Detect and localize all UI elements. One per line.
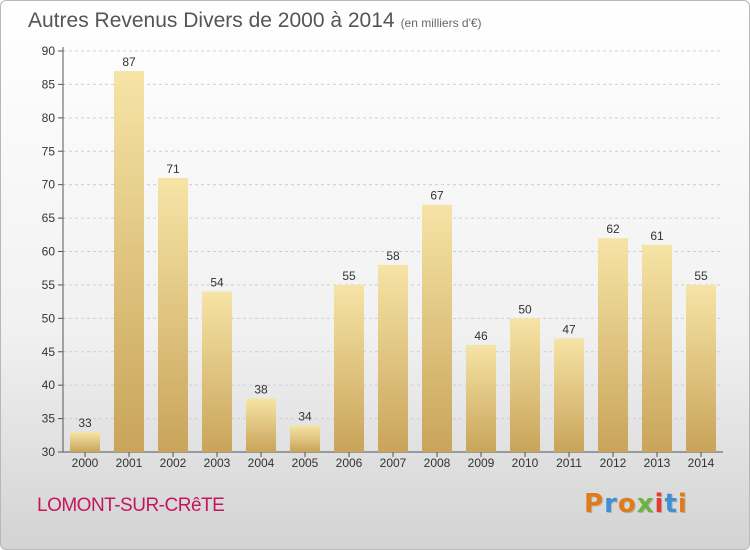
data-label-2003: 54 bbox=[210, 276, 224, 290]
bars bbox=[70, 71, 716, 453]
y-tick-label: 65 bbox=[42, 211, 56, 225]
data-label-2013: 61 bbox=[650, 229, 664, 243]
x-tick-label-2011: 2011 bbox=[556, 456, 582, 470]
logo-letter: t bbox=[664, 489, 678, 519]
y-tick-label: 60 bbox=[42, 245, 56, 259]
x-tick-label-2006: 2006 bbox=[336, 456, 363, 470]
x-tick-label-2014: 2014 bbox=[688, 456, 715, 470]
proxiti-logo: Proxiti bbox=[584, 489, 688, 519]
data-label-2011: 47 bbox=[562, 322, 576, 336]
x-tick-label-2010: 2010 bbox=[512, 456, 539, 470]
bar-2006 bbox=[334, 284, 364, 452]
y-tick-label: 90 bbox=[42, 44, 56, 58]
x-tick-label-2012: 2012 bbox=[600, 456, 627, 470]
bar-2011 bbox=[554, 338, 584, 452]
chart-title: Autres Revenus Divers de 2000 à 2014 (en … bbox=[28, 9, 482, 33]
bar-2001 bbox=[114, 71, 144, 453]
x-tick-label-2001: 2001 bbox=[116, 456, 143, 470]
logo-letter: i bbox=[654, 489, 665, 519]
x-tick-label-2003: 2003 bbox=[204, 456, 231, 470]
bar-2012 bbox=[598, 238, 628, 452]
bar-2003 bbox=[202, 291, 232, 452]
x-tick-label-2008: 2008 bbox=[424, 456, 451, 470]
data-label-2008: 67 bbox=[430, 189, 444, 203]
data-label-2000: 33 bbox=[78, 416, 92, 430]
location-name: LOMONT-SUR-CRêTE bbox=[37, 495, 225, 516]
y-tick-label: 75 bbox=[42, 144, 56, 158]
y-tick-label: 50 bbox=[42, 311, 56, 325]
data-label-2001: 87 bbox=[122, 55, 136, 69]
chart-subtitle: (en milliers d'€) bbox=[400, 16, 482, 30]
logo-letter: x bbox=[636, 489, 655, 519]
logo-letter: o bbox=[617, 489, 637, 519]
y-tick-label: 80 bbox=[42, 111, 56, 125]
data-label-2014: 55 bbox=[694, 269, 708, 283]
x-tick-label-2000: 2000 bbox=[72, 456, 99, 470]
data-label-2006: 55 bbox=[342, 269, 356, 283]
data-label-2004: 38 bbox=[254, 383, 268, 397]
y-tick-label: 35 bbox=[42, 412, 56, 426]
y-tick-label: 70 bbox=[42, 178, 56, 192]
bar-2004 bbox=[246, 398, 276, 452]
data-label-2005: 34 bbox=[298, 409, 312, 423]
x-tick-label-2004: 2004 bbox=[248, 456, 275, 470]
x-tick-label-2009: 2009 bbox=[468, 456, 495, 470]
y-tick-label: 55 bbox=[42, 278, 56, 292]
bar-2005 bbox=[290, 425, 320, 452]
x-tick-label-2002: 2002 bbox=[160, 456, 187, 470]
bar-2002 bbox=[158, 177, 188, 452]
logo-letter: r bbox=[604, 489, 618, 519]
logo-letter: i bbox=[677, 489, 688, 519]
axes: 30 35 40 45 50 55 60 65 70 75 80 85 90 2000 2001 2002 20… bbox=[42, 44, 723, 470]
y-tick-label: 85 bbox=[42, 77, 56, 91]
bar-2008 bbox=[422, 204, 452, 452]
data-label-2009: 46 bbox=[474, 329, 488, 343]
y-tick-label: 30 bbox=[42, 445, 56, 459]
y-tick-label: 40 bbox=[42, 378, 56, 392]
x-tick-label-2013: 2013 bbox=[644, 456, 671, 470]
bar-2013 bbox=[642, 244, 672, 452]
y-tick-label: 45 bbox=[42, 345, 56, 359]
bar-2000 bbox=[70, 431, 100, 452]
data-label-2002: 71 bbox=[166, 162, 180, 176]
bar-2007 bbox=[378, 264, 408, 452]
bar-2009 bbox=[466, 345, 496, 452]
bar-2010 bbox=[510, 318, 540, 452]
chart-title-text: Autres Revenus Divers de 2000 à 2014 bbox=[28, 9, 395, 32]
logo-letter: P bbox=[584, 489, 605, 519]
data-labels: 33 87 71 54 38 34 55 58 67 46 50 47 62 61 55 bbox=[78, 55, 708, 430]
bar-2014 bbox=[686, 284, 716, 452]
x-tick-label-2007: 2007 bbox=[380, 456, 407, 470]
x-tick-label-2005: 2005 bbox=[292, 456, 319, 470]
data-label-2012: 62 bbox=[606, 222, 620, 236]
data-label-2010: 50 bbox=[518, 302, 532, 316]
data-label-2007: 58 bbox=[386, 249, 400, 263]
